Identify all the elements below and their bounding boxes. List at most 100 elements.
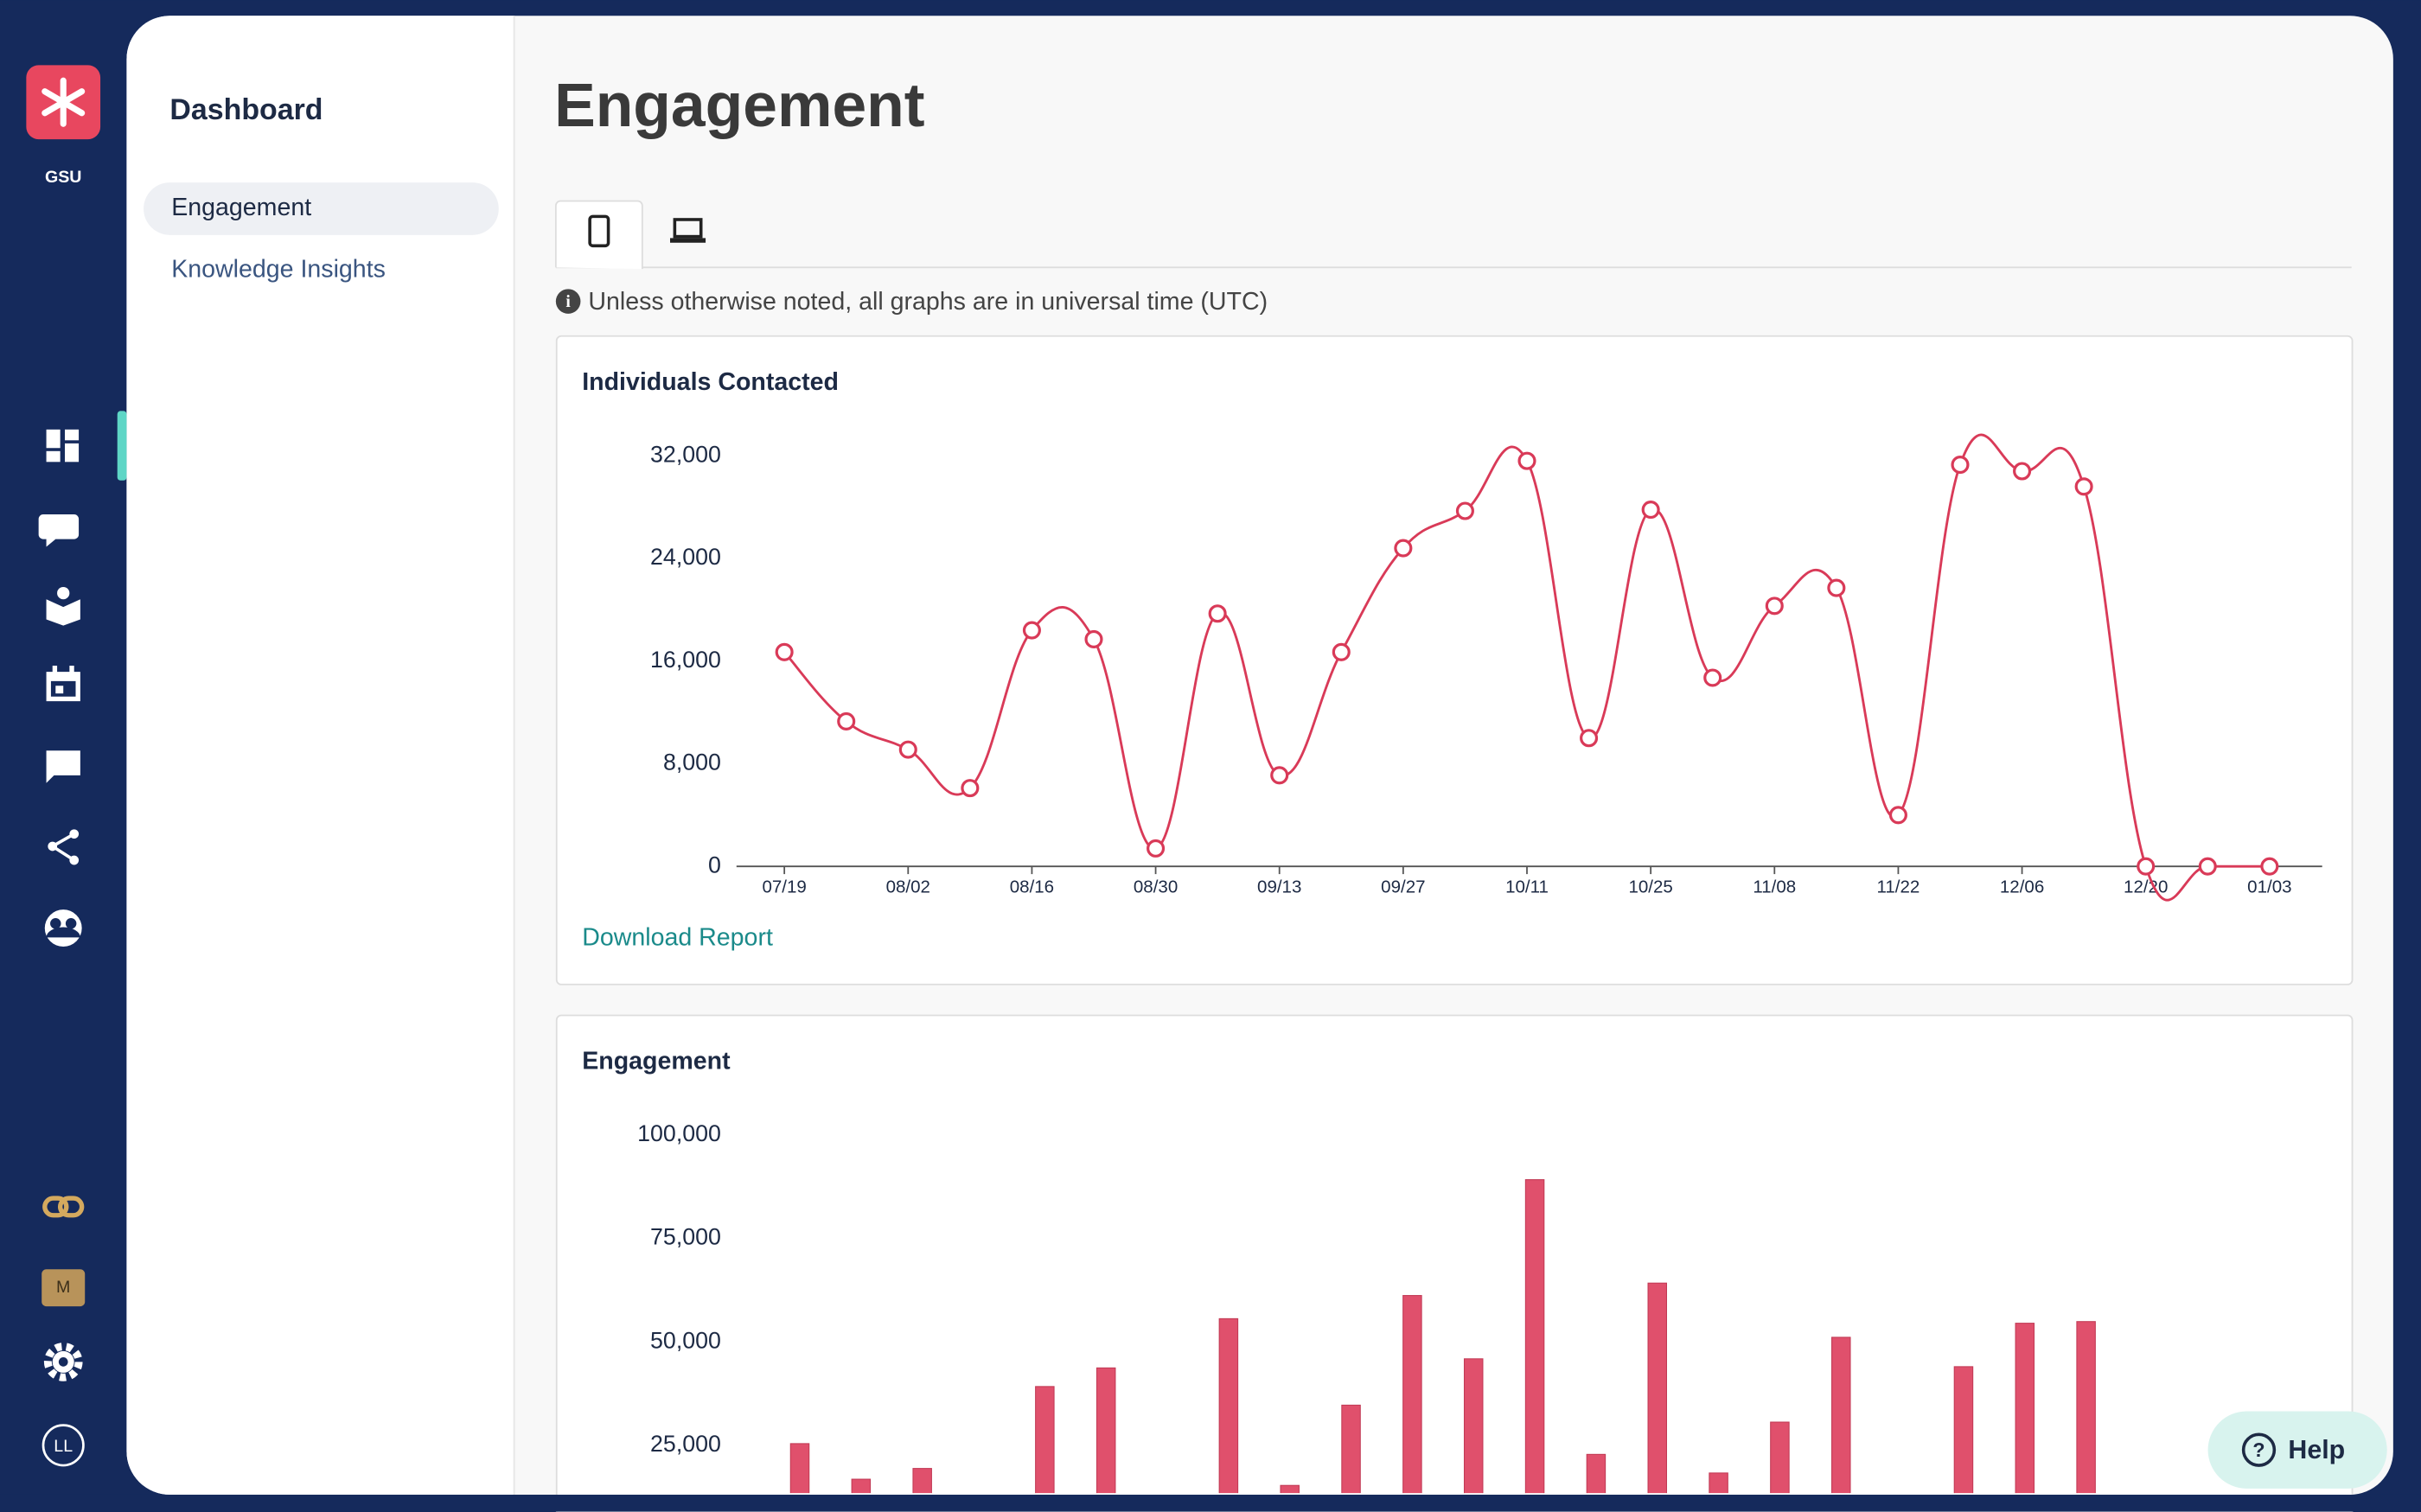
calendar-icon[interactable] bbox=[46, 666, 80, 702]
y-tick-label: 8,000 bbox=[663, 750, 721, 775]
y-tick-label: 32,000 bbox=[650, 441, 721, 467]
point bbox=[1580, 729, 1599, 748]
page-title: Engagement bbox=[554, 71, 925, 140]
network-icon[interactable] bbox=[48, 829, 80, 865]
x-tick-label: 10/25 bbox=[1628, 877, 1672, 897]
x-tick-label: 12/20 bbox=[2124, 877, 2168, 897]
point bbox=[1332, 642, 1351, 661]
point bbox=[1270, 766, 1289, 785]
nav-panel bbox=[126, 16, 514, 1495]
y-tick-label: 25,000 bbox=[650, 1431, 721, 1457]
nav-active-bg bbox=[144, 182, 499, 235]
bar bbox=[1831, 1337, 1851, 1494]
point bbox=[1022, 621, 1041, 640]
x-tick-label: 08/16 bbox=[1010, 877, 1054, 897]
x-tick-label: 09/13 bbox=[1257, 877, 1301, 897]
x-tick-label: 11/08 bbox=[1753, 877, 1796, 897]
point bbox=[2137, 857, 2156, 876]
bar bbox=[1770, 1421, 1790, 1494]
knowledge-icon[interactable] bbox=[46, 586, 80, 626]
x-tick-label: 12/06 bbox=[2000, 877, 2044, 897]
x-tick-label: 08/30 bbox=[1134, 877, 1178, 897]
avatar[interactable] bbox=[42, 1424, 85, 1467]
rail-icons bbox=[38, 429, 82, 947]
point bbox=[1888, 806, 1907, 825]
x-tick-label: 10/11 bbox=[1505, 877, 1549, 897]
bar bbox=[1463, 1358, 1484, 1494]
x-tick-label: 11/22 bbox=[1877, 877, 1920, 897]
point bbox=[1455, 501, 1474, 520]
note: Unless otherwise noted, all graphs are i… bbox=[588, 288, 1268, 316]
point bbox=[1147, 839, 1166, 858]
bar bbox=[851, 1478, 872, 1494]
point bbox=[961, 779, 980, 798]
nav-item[interactable]: Knowledge Insights bbox=[171, 255, 386, 283]
point bbox=[1517, 451, 1536, 470]
bar bbox=[1709, 1472, 1728, 1494]
y-tick-label: 100,000 bbox=[637, 1120, 721, 1146]
point bbox=[1765, 597, 1784, 616]
info-icon bbox=[555, 289, 581, 314]
community-icon[interactable] bbox=[44, 909, 82, 947]
bar bbox=[1280, 1484, 1300, 1494]
link-icon[interactable] bbox=[42, 1196, 85, 1218]
y-tick-label: 24,000 bbox=[650, 544, 721, 570]
point bbox=[775, 642, 794, 661]
chart-title: Engagement bbox=[582, 1048, 731, 1075]
point bbox=[2013, 462, 2032, 481]
dashboard-icon[interactable] bbox=[46, 429, 80, 463]
bar bbox=[789, 1443, 810, 1494]
bar bbox=[2015, 1323, 2035, 1494]
badge[interactable] bbox=[42, 1269, 86, 1307]
chart: 0 8,000 16,000 24,000 32,000 07/19 08/02 08/16 0… bbox=[650, 433, 2322, 902]
bar bbox=[1402, 1295, 1422, 1494]
y-tick-label: 0 bbox=[708, 852, 721, 877]
help-label: Help bbox=[2288, 1436, 2345, 1464]
bar bbox=[2076, 1321, 2096, 1494]
bar bbox=[1586, 1453, 1607, 1494]
chat-icon[interactable] bbox=[38, 514, 80, 547]
desktop-tab[interactable] bbox=[670, 218, 706, 243]
x-tick-label: 08/02 bbox=[886, 877, 930, 897]
settings-icon[interactable] bbox=[43, 1343, 83, 1381]
messages-icon[interactable] bbox=[46, 750, 80, 783]
point bbox=[1951, 456, 1970, 475]
avatar-initials: LL bbox=[54, 1437, 73, 1456]
active-indicator bbox=[117, 411, 127, 481]
point bbox=[2260, 857, 2279, 876]
point bbox=[1641, 500, 1660, 520]
bar bbox=[1524, 1179, 1545, 1494]
point bbox=[837, 711, 856, 730]
bar bbox=[1096, 1367, 1116, 1494]
help-button[interactable] bbox=[2207, 1411, 2387, 1489]
point bbox=[1827, 578, 1846, 597]
bar bbox=[912, 1468, 932, 1494]
help-icon bbox=[2241, 1432, 2277, 1467]
x-tick-label: 01/03 bbox=[2247, 877, 2291, 897]
y-tick-label: 75,000 bbox=[650, 1224, 721, 1250]
x-tick-label: 09/27 bbox=[1381, 877, 1425, 897]
tab-active[interactable] bbox=[554, 200, 643, 270]
chart-title: Individuals Contacted bbox=[582, 368, 839, 396]
info-glyph: i bbox=[565, 292, 571, 311]
nav-item[interactable]: Engagement bbox=[171, 194, 311, 221]
point bbox=[2198, 857, 2217, 876]
y-tick-label: 16,000 bbox=[650, 647, 721, 673]
bar bbox=[1953, 1366, 1974, 1494]
badge-text: M bbox=[56, 1278, 70, 1297]
bar bbox=[1647, 1282, 1668, 1494]
nav-title: Dashboard bbox=[169, 93, 323, 126]
chart: 25,000 50,000 75,000 100,000 bbox=[637, 1120, 2096, 1494]
x-tick-label: 07/19 bbox=[762, 877, 806, 897]
bar bbox=[1341, 1404, 1361, 1494]
y-tick-label: 50,000 bbox=[650, 1327, 721, 1353]
bar bbox=[1035, 1386, 1055, 1494]
download-link[interactable]: Download Report bbox=[582, 924, 773, 952]
chart-card bbox=[555, 1014, 2354, 1512]
point bbox=[1208, 604, 1227, 623]
logo-mark bbox=[42, 77, 86, 127]
org-name: GSU bbox=[45, 168, 82, 187]
chart-card bbox=[555, 335, 2354, 986]
point bbox=[2074, 477, 2093, 496]
